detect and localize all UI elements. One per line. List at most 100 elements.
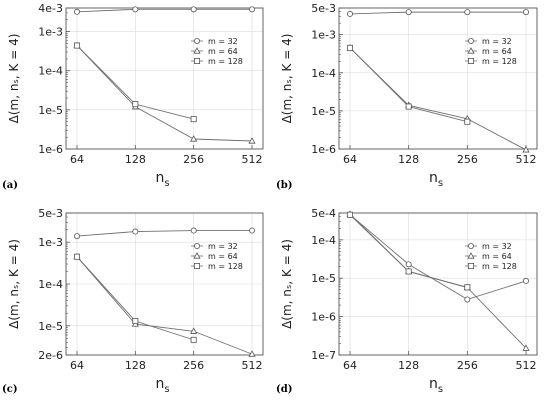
data-point-square — [132, 101, 139, 108]
data-point-circle — [346, 10, 353, 17]
y-tick-label: 1e-3 — [311, 29, 336, 42]
data-point-circle — [132, 6, 139, 13]
y-tick-label: 1e-4 — [38, 278, 63, 291]
legend-entry-label: m = 64 — [208, 252, 238, 261]
x-tick-label: 128 — [398, 359, 419, 372]
y-axis-label: Δ(m, nₛ, K = 4) — [7, 34, 21, 124]
data-point-circle — [74, 233, 81, 240]
y-tick-label: 5e-3 — [38, 207, 63, 220]
y-tick-label: 1e-4 — [38, 65, 63, 78]
y-tick-label: 1e-5 — [311, 105, 336, 118]
x-tick-label: 256 — [457, 153, 478, 166]
legend-marker-circle — [193, 242, 200, 249]
y-tick-label: 1e-6 — [311, 311, 336, 324]
legend-entry-label: m = 64 — [482, 47, 512, 56]
legend-marker-square — [467, 262, 474, 269]
x-tick-label: 128 — [125, 359, 146, 372]
data-point-square — [464, 118, 471, 125]
y-tick-label: 1e-4 — [311, 67, 336, 80]
legend-entry-label: m = 32 — [482, 242, 512, 251]
data-point-triangle — [248, 350, 256, 357]
panel-label: (d) — [276, 384, 292, 395]
x-tick-label: 64 — [70, 153, 84, 166]
data-point-square — [405, 268, 412, 275]
legend-entry-label: m = 128 — [482, 57, 517, 66]
chart-panel-3: 5e-3 1e-3 1e-4 1e-5 2e-6 64 128 256 512 ns Δ(m, nₛ… — [2, 207, 264, 395]
data-point-square — [74, 253, 81, 260]
y-tick-label: 1e-3 — [38, 26, 63, 39]
legend-entry-label: m = 64 — [208, 47, 238, 56]
x-tick-label: 64 — [70, 359, 84, 372]
legend-entry-label: m = 128 — [208, 57, 243, 66]
y-tick-label: 1e-7 — [311, 349, 336, 362]
y-tick-label: 1e-4 — [311, 234, 336, 247]
chart-panel-2: 5e-3 1e-3 1e-4 1e-5 1e-6 64 128 256 512 ns Δ(m, nₛ… — [276, 2, 538, 191]
data-point-square — [405, 103, 412, 110]
y-tick-label: 5e-4 — [311, 207, 336, 220]
x-tick-label: 64 — [343, 359, 357, 372]
legend-marker-square — [193, 262, 200, 269]
data-point-circle — [523, 277, 530, 284]
plot-frame — [65, 7, 264, 150]
data-point-triangle — [248, 137, 256, 144]
data-point-square — [346, 211, 353, 218]
y-tick-label: 5e-3 — [311, 2, 336, 15]
data-point-square — [346, 44, 353, 51]
data-point-circle — [464, 296, 471, 303]
legend-marker-circle — [467, 242, 474, 249]
y-tick-label: 4e-3 — [38, 2, 63, 15]
data-point-circle — [190, 227, 197, 234]
data-point-circle — [132, 228, 139, 235]
y-axis-label: Δ(m, nₛ, K = 4) — [7, 239, 21, 329]
data-point-square — [132, 318, 139, 325]
x-tick-label: 512 — [516, 359, 537, 372]
y-axis-label: Δ(m, nₛ, K = 4) — [280, 239, 294, 329]
chart-panel-1: 4e-3 1e-3 1e-4 1e-5 1e-6 64 128 256 512 ns Δ(m, nₛ… — [2, 2, 264, 191]
legend-marker-triangle — [467, 252, 475, 259]
x-tick-label: 512 — [516, 153, 537, 166]
legend-marker-square — [467, 58, 474, 65]
data-point-square — [190, 116, 197, 123]
x-tick-label: 256 — [183, 359, 204, 372]
legend-entry-label: m = 128 — [208, 262, 243, 271]
data-point-circle — [405, 9, 412, 16]
data-point-triangle — [190, 327, 198, 334]
plot-frame — [338, 212, 538, 356]
x-tick-label: 256 — [183, 153, 204, 166]
series-line-1 — [349, 214, 527, 300]
data-point-circle — [190, 6, 197, 13]
data-point-circle — [248, 227, 255, 234]
data-point-circle — [405, 261, 412, 268]
x-tick-label: 64 — [343, 153, 357, 166]
y-axis-label: Δ(m, nₛ, K = 4) — [280, 34, 294, 124]
y-tick-label: 2e-6 — [38, 349, 63, 362]
legend-marker-circle — [467, 38, 474, 45]
legend-marker-triangle — [467, 47, 475, 54]
data-point-circle — [248, 6, 255, 13]
x-axis-label: ns — [429, 170, 443, 189]
x-axis-label: ns — [429, 376, 443, 395]
y-tick-label: 1e-6 — [38, 143, 63, 156]
data-point-triangle — [190, 135, 198, 142]
x-axis-label: ns — [155, 376, 169, 395]
legend-marker-square — [193, 58, 200, 65]
series-line-2 — [76, 256, 253, 355]
chart-panel-4: 5e-4 1e-4 1e-5 1e-6 1e-7 64 128 256 512 ns Δ(m, nₛ… — [276, 207, 538, 395]
x-tick-label: 512 — [242, 359, 263, 372]
y-tick-label: 1e-5 — [311, 272, 336, 285]
y-tick-label: 1e-3 — [38, 236, 63, 249]
series-line-1 — [349, 11, 526, 15]
x-axis-label: ns — [155, 170, 169, 189]
y-tick-label: 1e-5 — [38, 104, 63, 117]
panel-label: (c) — [2, 384, 18, 395]
y-tick-label: 1e-6 — [311, 143, 336, 156]
x-tick-label: 128 — [125, 153, 146, 166]
data-point-square — [190, 336, 197, 343]
data-point-square — [74, 42, 81, 49]
data-point-circle — [74, 8, 81, 15]
legend-marker-triangle — [193, 252, 201, 259]
series-line-2 — [349, 213, 527, 349]
panel-label: (a) — [2, 180, 18, 191]
